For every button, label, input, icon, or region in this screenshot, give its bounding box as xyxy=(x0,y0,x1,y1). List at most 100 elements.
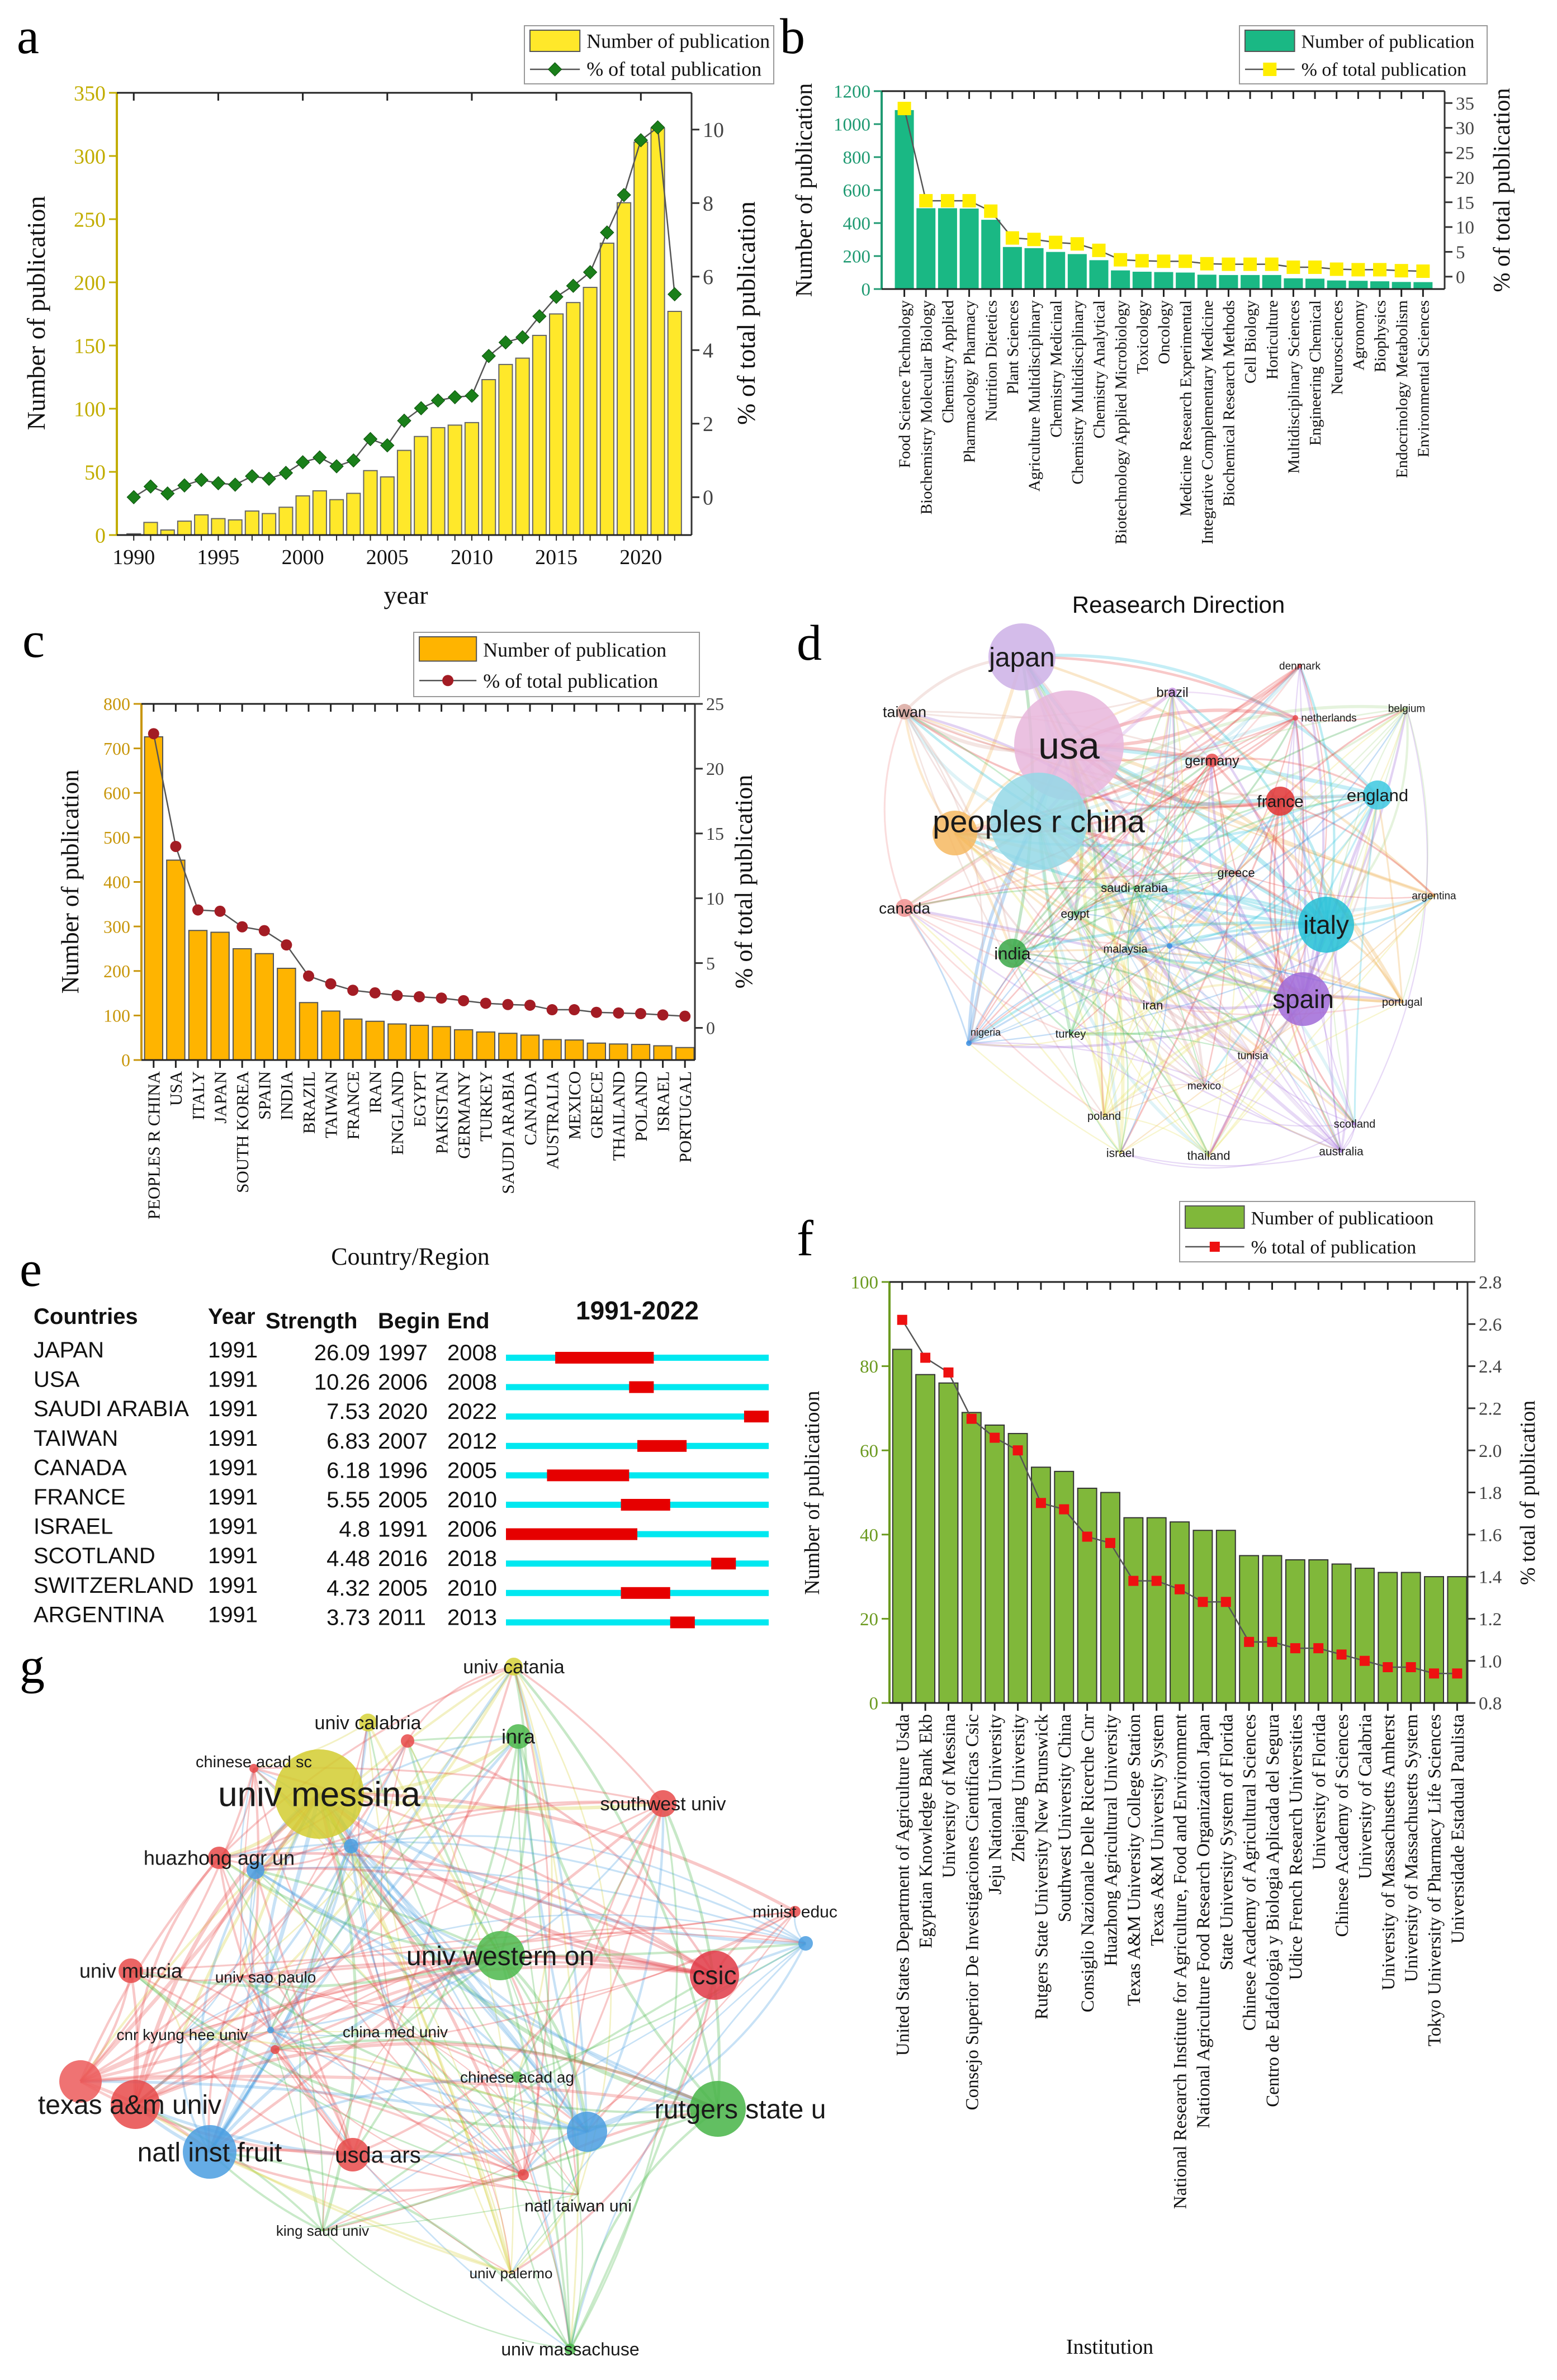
network-edge xyxy=(954,832,1205,1087)
network-edge xyxy=(207,1794,321,2153)
network-edge xyxy=(130,1970,272,2031)
percent-marker xyxy=(1200,257,1214,271)
percent-marker xyxy=(1175,1584,1185,1594)
category-label: ITALY xyxy=(188,1071,208,1120)
network-node xyxy=(998,939,1027,968)
network-edge xyxy=(1125,872,1237,949)
bar xyxy=(1305,278,1325,289)
network-edge xyxy=(904,872,1237,909)
category-label: Chinese Academy of Agricultural Sciences xyxy=(1240,1714,1260,2031)
bar xyxy=(210,931,230,1061)
network-edge xyxy=(968,872,1237,1044)
bar xyxy=(414,436,429,536)
y2-tick-label: 5 xyxy=(1456,243,1465,263)
category-label: Centro de Edafologia y Biologia Aplicada… xyxy=(1263,1714,1283,2107)
percent-marker xyxy=(278,466,294,480)
network-edge xyxy=(255,1845,352,1871)
network-node-label: csic xyxy=(692,1961,736,1990)
network-edge xyxy=(395,2031,571,2350)
network-edge xyxy=(513,1665,720,2109)
bar xyxy=(915,1374,936,1704)
table-cell: ISRAEL xyxy=(34,1515,113,1539)
table-header: Strength xyxy=(266,1309,357,1333)
network-edge xyxy=(968,887,1135,1044)
bar xyxy=(299,1002,319,1061)
category-label: PAKISTAN xyxy=(432,1071,451,1154)
network-edge xyxy=(275,1955,501,2051)
network-node xyxy=(111,2080,160,2129)
network-edge xyxy=(1169,945,1403,1003)
network-edge xyxy=(1252,717,1302,1056)
table-cell: ARGENTINA xyxy=(34,1602,164,1627)
y-tick-label: 100 xyxy=(74,398,106,421)
panel-label-a: a xyxy=(17,9,39,64)
network-edge xyxy=(240,1722,369,1977)
network-node-label: univ massachuse xyxy=(501,2339,639,2359)
network-edge xyxy=(322,2031,396,2231)
network-edge xyxy=(513,1665,664,1805)
percent-marker xyxy=(1244,1636,1255,1647)
category-label: THAILAND xyxy=(609,1071,628,1161)
percent-marker xyxy=(919,194,933,208)
bar xyxy=(1215,1530,1236,1704)
table-cell: 1991 xyxy=(208,1397,258,1421)
network-edge xyxy=(270,2029,396,2037)
bar xyxy=(1285,1559,1305,1704)
network-edge xyxy=(219,1852,716,1976)
network-edge xyxy=(1134,794,1378,889)
category-label: Biochemical Research Methods xyxy=(1220,300,1238,507)
network-edge xyxy=(80,2075,718,2111)
bar xyxy=(295,495,310,536)
network-edge xyxy=(1134,887,1342,1152)
panel-label-c: c xyxy=(22,613,45,668)
network-node xyxy=(1276,972,1330,1026)
network-node-label: texas a&m univ xyxy=(38,2090,221,2120)
network-node xyxy=(59,2060,102,2103)
network-edge xyxy=(1012,952,1121,1153)
percent-marker xyxy=(502,999,514,1010)
percent-marker xyxy=(1059,1504,1069,1515)
network-node xyxy=(1400,1000,1404,1004)
network-edge xyxy=(517,1736,579,2195)
bar xyxy=(1327,280,1346,289)
y-tick-label: 700 xyxy=(103,739,130,759)
network-node-label: brazil xyxy=(1156,685,1188,700)
network-node xyxy=(988,623,1056,690)
network-edge xyxy=(1172,691,1296,719)
percent-marker xyxy=(347,985,359,996)
x-tick-label: 2005 xyxy=(366,546,409,569)
category-label: Universidade Estadual Paulista xyxy=(1448,1714,1468,1944)
percent-marker xyxy=(447,390,462,405)
percent-marker xyxy=(194,472,209,488)
percent-marker xyxy=(1105,1537,1115,1548)
bar xyxy=(1378,1572,1398,1704)
network-node xyxy=(1251,1054,1255,1057)
network-edge xyxy=(1012,952,1356,1125)
category-label: Chemistry Analytical xyxy=(1091,300,1109,438)
network-edge xyxy=(1203,760,1228,1086)
network-edge xyxy=(1125,943,1170,950)
network-edge xyxy=(1134,872,1237,889)
category-label: Biotechnology Applied Microbiology xyxy=(1112,300,1130,545)
network-edge xyxy=(1235,794,1378,874)
y-tick-label: 300 xyxy=(103,916,130,936)
network-node xyxy=(897,704,912,720)
category-label: MEXICO xyxy=(565,1071,584,1139)
network-edge xyxy=(1152,1005,1253,1057)
country-network: japan usa peoples r china taiwan brazil denma… xyxy=(879,623,1456,1169)
network-edge xyxy=(954,832,1403,1003)
network-node xyxy=(1298,897,1354,953)
network-edge xyxy=(351,1835,806,1944)
percent-marker xyxy=(966,1413,977,1424)
network-edge xyxy=(569,2194,583,2350)
category-label: Chemistry Applied xyxy=(939,300,957,423)
category-label: FRANCE xyxy=(343,1071,363,1139)
percent-marker xyxy=(1049,235,1063,249)
percent-marker xyxy=(1429,1668,1440,1679)
network-edge xyxy=(350,1846,512,2274)
bar xyxy=(1447,1576,1468,1704)
category-label: JAPAN xyxy=(210,1071,230,1124)
category-label: University of Messina xyxy=(939,1714,959,1879)
network-edge xyxy=(903,907,1105,1117)
